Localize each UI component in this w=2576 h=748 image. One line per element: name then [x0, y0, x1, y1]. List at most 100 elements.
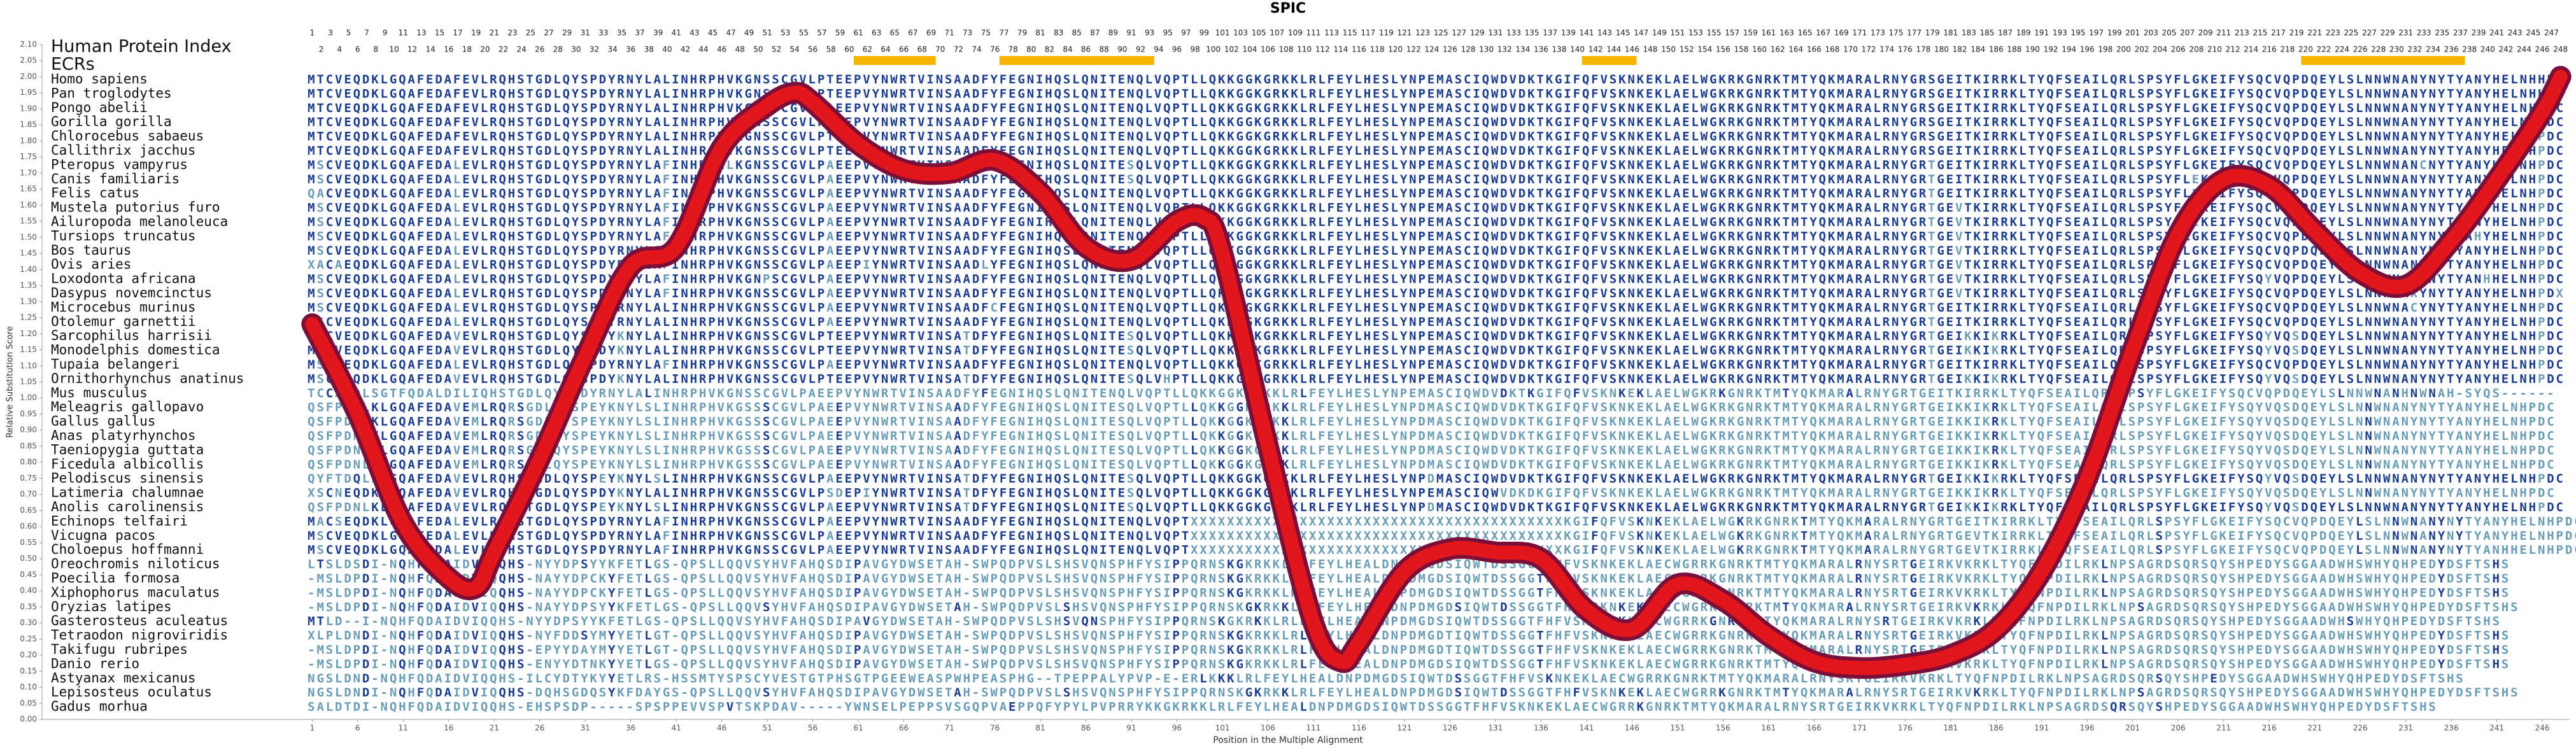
y-tick-label: 0.55 — [20, 538, 37, 547]
y-tick-label: 0.15 — [20, 667, 37, 675]
x-tick-label: 151 — [1670, 724, 1685, 733]
index-number: 38 — [644, 45, 654, 54]
sequence: MSCVEQDKLGQAFEDALEVLRQHSTGDLQYSPDYRNYLAF… — [308, 243, 2565, 257]
index-label: Human Protein Index — [51, 37, 232, 57]
index-number: 154 — [1697, 45, 1712, 54]
index-number: 100 — [1206, 45, 1221, 54]
x-tick-label: 111 — [1306, 724, 1321, 733]
index-number: 247 — [2544, 29, 2559, 38]
y-tick-label: 0.50 — [20, 554, 37, 563]
sequence: MSCVEQDKLGQAFEDALEVLRQHSTGDLQYSPDYRNYLAF… — [308, 358, 2565, 372]
index-number: 168 — [1825, 45, 1839, 54]
index-number: 65 — [890, 29, 900, 38]
y-tick-label: 0.60 — [20, 522, 37, 531]
y-tick-label: 1.35 — [20, 281, 37, 290]
index-number: 14 — [426, 45, 435, 54]
index-number: 207 — [2180, 29, 2195, 38]
index-number: 53 — [781, 29, 790, 38]
y-tick-label: 1.45 — [20, 249, 37, 258]
index-number: 69 — [926, 29, 936, 38]
species-name: Takifugu rubripes — [51, 642, 188, 657]
x-axis-title: Position in the Multiple Alignment — [1213, 735, 1363, 745]
y-tick-label: 2.00 — [20, 72, 37, 81]
index-number: 188 — [2007, 45, 2021, 54]
index-number: 72 — [954, 45, 963, 54]
index-number: 19 — [471, 29, 481, 38]
index-number: 203 — [2144, 29, 2158, 38]
index-number: 17 — [453, 29, 462, 38]
index-number: 20 — [480, 45, 490, 54]
species-name: Callithrix jacchus — [51, 143, 196, 158]
index-number: 175 — [1889, 29, 1904, 38]
x-tick-label: 1 — [309, 724, 315, 733]
index-number: 82 — [1045, 45, 1054, 54]
index-number: 1 — [309, 29, 315, 38]
index-number: 166 — [1807, 45, 1822, 54]
index-number: 119 — [1379, 29, 1394, 38]
index-number: 106 — [1261, 45, 1275, 54]
index-number: 124 — [1424, 45, 1439, 54]
y-tick-label: 0.00 — [20, 715, 37, 724]
index-number: 144 — [1606, 45, 1621, 54]
index-number: 6 — [355, 45, 360, 54]
index-number: 114 — [1333, 45, 1348, 54]
sequence: MTCVEQDKLGQAFEDAFEVLRQHSTGDLQYSPDYRNYLAL… — [308, 73, 2565, 87]
index-number: 198 — [2098, 45, 2112, 54]
index-number: 205 — [2162, 29, 2176, 38]
index-number: 178 — [1916, 45, 1930, 54]
sequence: QSFPDNLKLGQAFEDAVEMLRQRSGDLQYSPEYKNYLSLI… — [308, 429, 2556, 443]
species-name: Felis catus — [51, 185, 139, 201]
index-number: 71 — [944, 29, 954, 38]
y-tick-label: 0.05 — [20, 698, 37, 707]
species-name: Anas platyrhynchos — [51, 428, 196, 443]
species-name: Dasypus novemcinctus — [51, 285, 212, 300]
index-number: 194 — [2062, 45, 2076, 54]
x-tick-label: 21 — [490, 724, 499, 733]
sequence: MTLD--I-NQHFQDAIDVIQQHS-NYYDPSYYKFETLGS-… — [308, 614, 2502, 628]
index-number: 230 — [2389, 45, 2404, 54]
index-number: 145 — [1616, 29, 1631, 38]
index-number: 219 — [2289, 29, 2304, 38]
index-number: 213 — [2235, 29, 2249, 38]
y-tick-label: 1.80 — [20, 136, 37, 145]
index-number: 177 — [1907, 29, 1921, 38]
species-name: Gorilla gorilla — [51, 114, 172, 129]
x-tick-label: 91 — [1126, 724, 1136, 733]
index-number: 111 — [1306, 29, 1321, 38]
sequence: MACSEQDKLGQAFEDALEVLRQHSTGDLQYSPDYRNYLAF… — [308, 514, 2576, 528]
x-tick-label: 126 — [1443, 724, 1457, 733]
y-tick-label: 1.40 — [20, 265, 37, 274]
index-number: 239 — [2472, 29, 2486, 38]
index-number: 172 — [1862, 45, 1876, 54]
index-number: 51 — [763, 29, 772, 38]
x-tick-label: 121 — [1398, 724, 1412, 733]
index-number: 156 — [1716, 45, 1730, 54]
index-number: 223 — [2326, 29, 2340, 38]
y-tick-label: 0.40 — [20, 586, 37, 595]
species-name: Bos taurus — [51, 243, 131, 258]
index-number: 9 — [383, 29, 388, 38]
index-number: 170 — [1843, 45, 1858, 54]
index-number: 110 — [1297, 45, 1312, 54]
x-tick-label: 36 — [626, 724, 635, 733]
index-number: 216 — [2262, 45, 2277, 54]
index-number: 159 — [1743, 29, 1758, 38]
index-number: 102 — [1224, 45, 1239, 54]
index-number: 41 — [672, 29, 681, 38]
sequence: MSCVEQDKLGQAFEDALEVLRQHSTGDLQYSPDYRNYLAF… — [308, 272, 2565, 286]
index-number: 87 — [1090, 29, 1100, 38]
sequence: QYFTDQLRLGQAFEDAVEVLRQHSTGDLQYSPEYKNYLSL… — [308, 472, 2565, 486]
sequence: MSCVEQDKLGQAFEDAVEVLRQHSTGDLQYSPDYKNYLAL… — [308, 343, 2565, 357]
index-number: 44 — [698, 45, 708, 54]
species-name: Sarcophilus harrisii — [51, 328, 212, 343]
index-number: 101 — [1215, 29, 1230, 38]
y-tick-label: 0.25 — [20, 634, 37, 643]
x-tick-label: 61 — [853, 724, 863, 733]
index-number: 42 — [681, 45, 690, 54]
index-number: 222 — [2317, 45, 2332, 54]
index-number: 211 — [2216, 29, 2231, 38]
index-number: 131 — [1488, 29, 1503, 38]
species-name: Mustela putorius furo — [51, 200, 220, 215]
